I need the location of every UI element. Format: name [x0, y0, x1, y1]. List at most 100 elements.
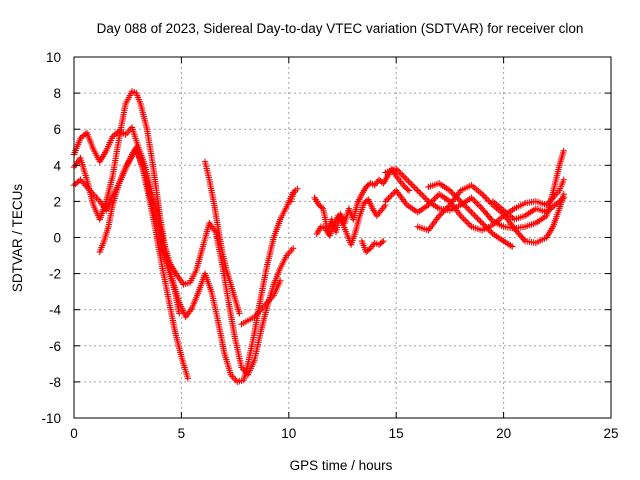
- y-tick-label: -2: [49, 267, 61, 282]
- data-point: [508, 243, 516, 250]
- x-tick-label: 25: [603, 426, 618, 441]
- data-point: [488, 229, 495, 236]
- data-point: [405, 187, 413, 194]
- x-tick-label: 15: [389, 426, 404, 441]
- data-point: [426, 200, 434, 207]
- data-point: [406, 179, 414, 187]
- grid: [74, 57, 611, 418]
- data-point: [484, 211, 491, 219]
- data-point: [397, 170, 405, 177]
- data-point: [480, 206, 487, 214]
- data-point: [414, 187, 421, 194]
- data-point: [435, 212, 443, 220]
- data-point: [460, 215, 467, 223]
- data-point: [457, 198, 464, 205]
- series-track-4: [96, 145, 183, 317]
- data-point: [513, 228, 521, 235]
- data-point: [481, 222, 489, 230]
- data-point: [422, 195, 429, 202]
- data-point: [520, 236, 527, 243]
- data-point: [483, 195, 490, 203]
- y-tick-label: 6: [53, 122, 61, 137]
- data-point: [478, 205, 486, 212]
- data-point: [405, 178, 412, 185]
- data-point: [481, 194, 489, 201]
- data-point: [277, 277, 284, 285]
- data-point: [399, 171, 406, 179]
- data-point: [446, 187, 454, 194]
- data-point: [469, 196, 477, 203]
- data-point: [425, 201, 432, 209]
- data-point: [458, 199, 466, 207]
- data-point: [452, 193, 460, 200]
- data-point: [477, 203, 484, 211]
- data-point: [512, 226, 519, 234]
- data-point: [463, 218, 470, 226]
- data-point: [294, 185, 301, 192]
- data-point: [403, 176, 411, 183]
- data-point: [402, 174, 409, 182]
- series-track-1: [70, 88, 297, 386]
- data-point: [482, 210, 490, 217]
- series-track-10: [358, 237, 387, 256]
- data-point: [463, 204, 470, 211]
- data-point: [471, 197, 478, 205]
- data-point: [451, 192, 458, 199]
- data-point: [417, 190, 424, 197]
- data-point: [454, 195, 461, 202]
- data-point: [469, 210, 477, 217]
- data-point: [440, 207, 447, 215]
- data-point: [481, 208, 489, 215]
- y-tick-label: 0: [53, 231, 61, 246]
- data-point: [486, 227, 493, 234]
- x-tick-label: 10: [281, 426, 296, 441]
- data-point: [289, 245, 297, 252]
- data-point: [474, 215, 481, 222]
- data-point: [449, 190, 457, 197]
- data-point: [423, 196, 431, 204]
- data-point: [432, 194, 440, 201]
- data-point: [419, 192, 426, 199]
- series-track-2: [70, 124, 297, 378]
- data-point: [388, 192, 395, 199]
- y-tick-label: 10: [46, 50, 61, 65]
- series-track-5: [201, 158, 243, 317]
- data-point: [378, 239, 386, 246]
- data-point: [409, 182, 417, 190]
- data-point: [462, 202, 469, 210]
- data-point: [236, 310, 243, 317]
- data-point: [515, 230, 522, 237]
- data-point: [394, 167, 401, 174]
- data-point: [420, 193, 428, 200]
- data-point: [480, 221, 487, 228]
- data-point: [475, 216, 483, 224]
- y-tick-label: 2: [53, 194, 61, 209]
- data-point: [445, 203, 452, 210]
- y-tick-label: -6: [49, 339, 61, 354]
- data-point: [439, 209, 446, 216]
- data-point: [184, 375, 192, 382]
- data-point: [455, 196, 463, 204]
- data-point: [560, 176, 567, 183]
- series-track-8: [311, 165, 413, 236]
- data-point: [466, 207, 474, 214]
- data-point: [448, 188, 455, 196]
- data-point: [382, 198, 389, 205]
- data-point: [471, 212, 478, 219]
- series-track-13: [414, 181, 567, 247]
- data-point: [365, 246, 373, 253]
- data-point: [483, 224, 490, 231]
- data-point: [437, 211, 444, 218]
- series-track-15: [489, 194, 567, 223]
- y-tick-label: 4: [53, 158, 61, 173]
- data-point: [400, 173, 408, 180]
- x-tick-label: 0: [70, 426, 78, 441]
- data-point: [474, 200, 481, 208]
- data-point: [488, 216, 495, 223]
- data-point: [318, 204, 325, 211]
- data-point: [472, 199, 480, 206]
- data-point: [468, 209, 475, 216]
- data-point: [393, 165, 400, 173]
